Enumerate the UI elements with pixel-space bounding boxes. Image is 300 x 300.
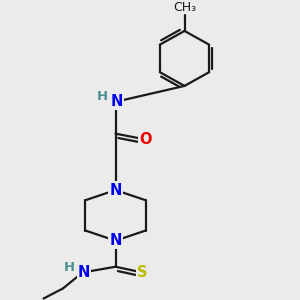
Text: N: N [111, 94, 123, 109]
Text: N: N [109, 233, 122, 248]
Text: H: H [96, 90, 108, 103]
Text: S: S [137, 265, 148, 280]
Text: H: H [63, 261, 75, 274]
Text: CH₃: CH₃ [173, 1, 196, 13]
Text: N: N [78, 265, 90, 280]
Text: O: O [139, 132, 152, 147]
Text: N: N [109, 183, 122, 198]
